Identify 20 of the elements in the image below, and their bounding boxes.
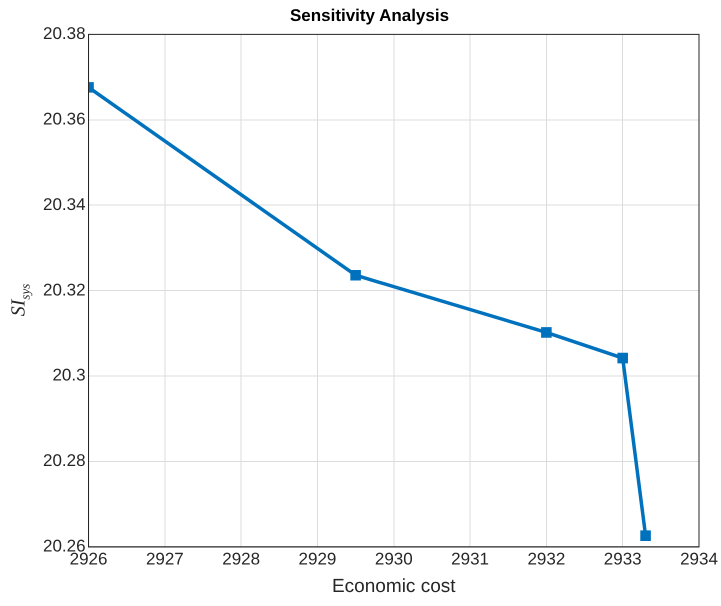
point — [617, 352, 628, 364]
y-tick-label: 20.32 — [42, 280, 86, 300]
x-tick-label: 2933 — [604, 550, 642, 569]
point — [640, 530, 651, 541]
y-tick-label: 20.38 — [42, 24, 86, 44]
x-tick-label: 2929 — [298, 550, 336, 569]
point — [541, 327, 552, 338]
chart-title: Sensitivity Analysis — [290, 6, 450, 25]
x-tick-label: 2927 — [146, 550, 184, 569]
y-tick-label: 20.28 — [42, 451, 86, 470]
y-tick-label: 20.36 — [42, 109, 86, 128]
x-tick-label: 2934 — [680, 550, 718, 569]
x-tick-label: 2931 — [451, 550, 489, 569]
y-tick-label: 20.3 — [52, 366, 86, 385]
x-axis-title: Economic cost — [332, 576, 456, 597]
x-tick-label: 2928 — [222, 550, 260, 569]
point — [350, 270, 361, 281]
x-tick-label: 2932 — [527, 550, 566, 569]
y-tick-label: 20.34 — [42, 194, 86, 214]
x-tick-label: 2930 — [374, 550, 413, 569]
